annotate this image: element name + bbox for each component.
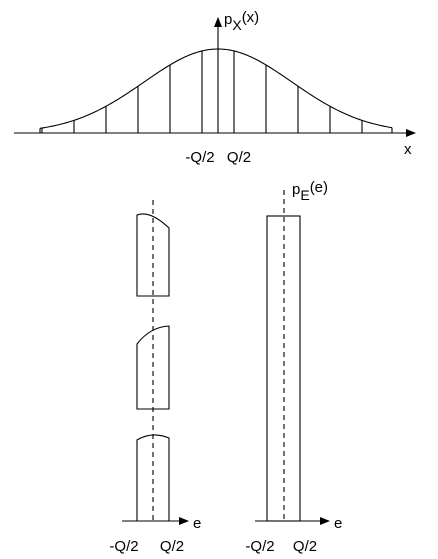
left-plot: e -Q/2 Q/2 [109, 200, 201, 555]
right-x-axis-label: e [334, 515, 342, 532]
right-tick-label-pos-half-q: Q/2 [293, 538, 317, 555]
top-plot: pX(x) x -Q/2 Q/2 [14, 9, 416, 166]
error-segment-bottom [136, 434, 170, 521]
right-y-axis-label: pE(e) [292, 179, 328, 203]
right-plot: pE(e) e -Q/2 Q/2 [245, 179, 342, 555]
left-x-axis-label: e [193, 515, 201, 532]
top-tick-label-neg-half-q: -Q/2 [185, 149, 214, 166]
gaussian-curve [39, 48, 393, 129]
left-tick-label-neg-half-q: -Q/2 [109, 538, 138, 555]
top-tick-label-pos-half-q: Q/2 [227, 149, 251, 166]
quantization-bins [39, 50, 393, 133]
right-tick-label-neg-half-q: -Q/2 [245, 538, 274, 555]
error-segment-top [136, 213, 170, 297]
error-segment-middle [136, 325, 170, 410]
left-tick-label-pos-half-q: Q/2 [160, 538, 184, 555]
top-y-axis-label: pX(x) [224, 9, 259, 33]
top-x-axis-label: x [404, 141, 412, 158]
uniform-error-pdf [266, 215, 301, 522]
